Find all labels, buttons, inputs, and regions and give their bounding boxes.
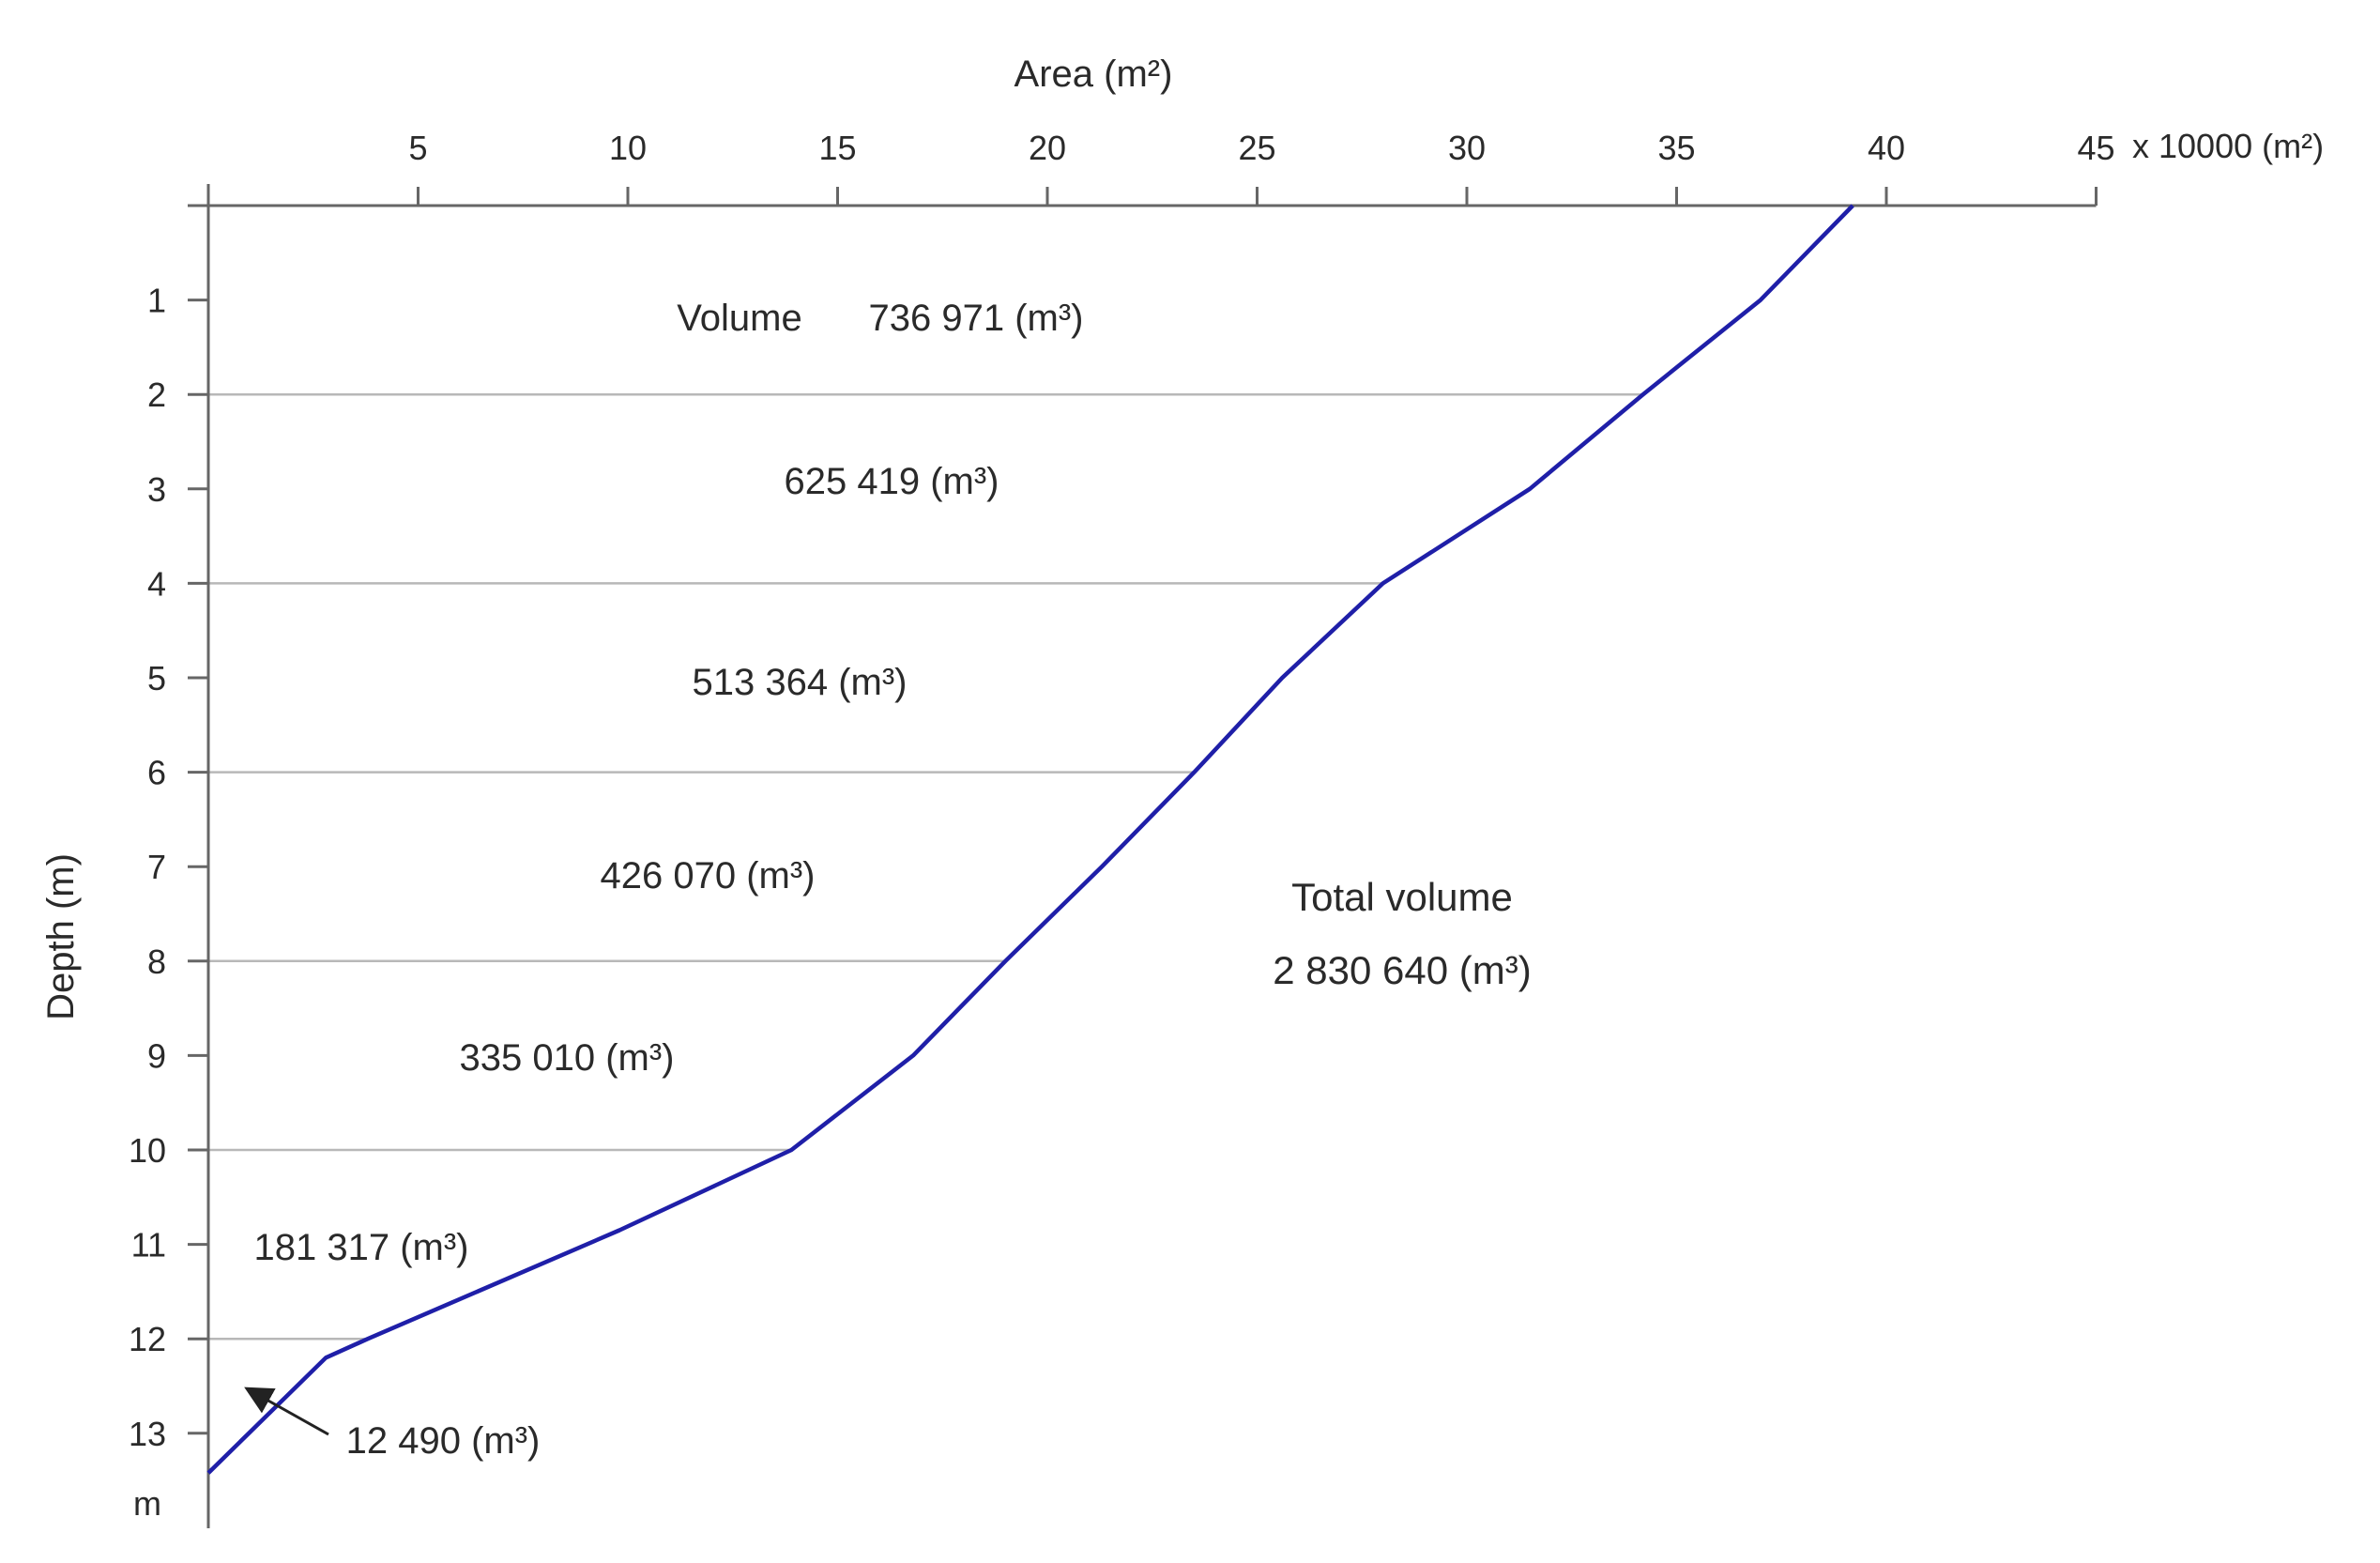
- volume-title-label: Volume: [677, 298, 801, 339]
- layer-volume-label-4: 426 070 (m³): [601, 855, 816, 896]
- top-axis-tick-label-30: 30: [1448, 129, 1486, 167]
- volume-labels: Volume Total volume 2 830 640 (m³) 736 9…: [244, 298, 1532, 1462]
- left-axis-tick-label-1: 1: [147, 282, 166, 320]
- layer-volume-label-3: 513 364 (m³): [693, 662, 908, 703]
- left-axis-title: Depth (m): [40, 853, 82, 1020]
- left-axis-tick-label-12: 12: [129, 1320, 166, 1358]
- left-axis-tick-label-3: 3: [147, 470, 166, 509]
- top-axis-tick-label-20: 20: [1029, 129, 1066, 167]
- layer-volume-label-5: 335 010 (m³): [460, 1037, 675, 1079]
- top-axis-title: Area (m²): [1015, 54, 1173, 95]
- left-axis-tick-label-11: 11: [131, 1226, 166, 1264]
- curve-layer: [206, 204, 1854, 1475]
- left-axis-tick-label-5: 5: [147, 659, 166, 697]
- layer-volume-label-7: 12 490 (m³): [346, 1420, 541, 1462]
- top-axis-tick-label-10: 10: [609, 129, 647, 167]
- total-volume-value: 2 830 640 (m³): [1273, 948, 1531, 992]
- top-axis-tick-label-35: 35: [1657, 129, 1695, 167]
- top-axis-tick-label-15: 15: [818, 129, 856, 167]
- top-axis-tick-label-45: 45: [2077, 129, 2114, 167]
- area-depth-curve: [206, 204, 1854, 1475]
- left-axis-tick-label-2: 2: [147, 375, 166, 414]
- left-axis-tick-label-8: 8: [147, 942, 166, 981]
- bottom-layer-arrow: [244, 1387, 329, 1436]
- left-axis-unit-label: m: [133, 1484, 161, 1523]
- left-axis-tick-label-6: 6: [147, 754, 166, 792]
- top-axis-tick-label-40: 40: [1868, 129, 1905, 167]
- left-axis-tick-label-13: 13: [129, 1415, 166, 1453]
- total-volume-label: Total volume: [1291, 875, 1513, 919]
- layer-volume-label-1: 736 971 (m³): [869, 298, 1084, 339]
- left-axis-tick-label-7: 7: [147, 848, 166, 886]
- left-axis-tick-label-10: 10: [129, 1131, 166, 1170]
- layer-volume-label-6: 181 317 (m³): [254, 1227, 469, 1268]
- left-axis-tick-label-4: 4: [147, 564, 166, 603]
- layer-volume-label-2: 625 419 (m³): [785, 461, 999, 502]
- grid-lines: [208, 392, 1643, 1341]
- top-axis-tick-label-5: 5: [408, 129, 427, 167]
- left-axis-tick-label-9: 9: [147, 1036, 166, 1075]
- top-axis-tick-label-25: 25: [1238, 129, 1275, 167]
- top-axis-unit-label: x 10000 (m²): [2132, 127, 2324, 165]
